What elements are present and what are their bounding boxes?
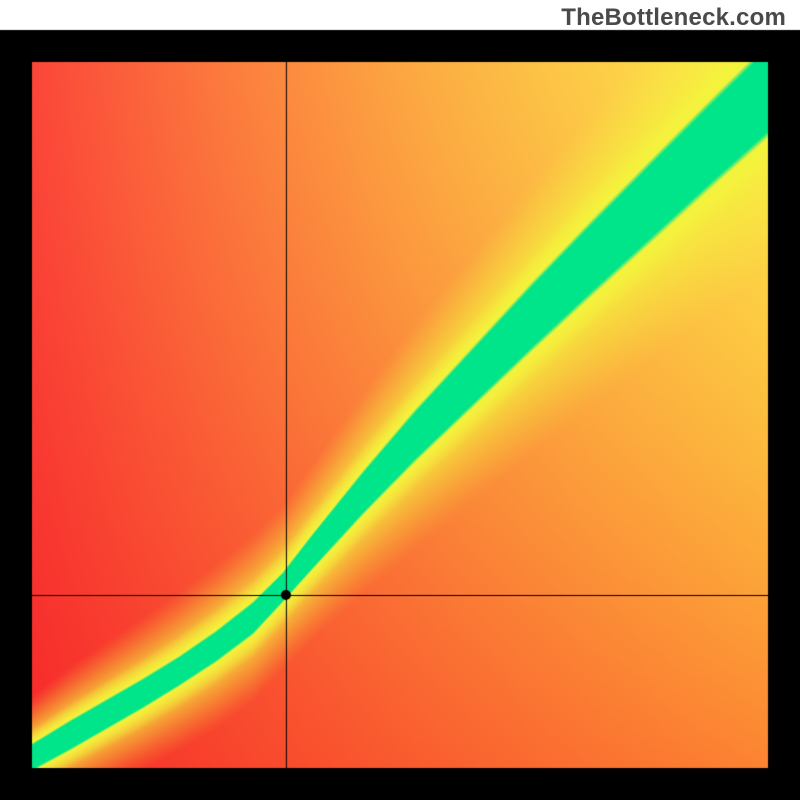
watermark-text: TheBottleneck.com (561, 4, 786, 32)
chart-container: TheBottleneck.com (0, 0, 800, 800)
heatmap-canvas (0, 0, 800, 800)
